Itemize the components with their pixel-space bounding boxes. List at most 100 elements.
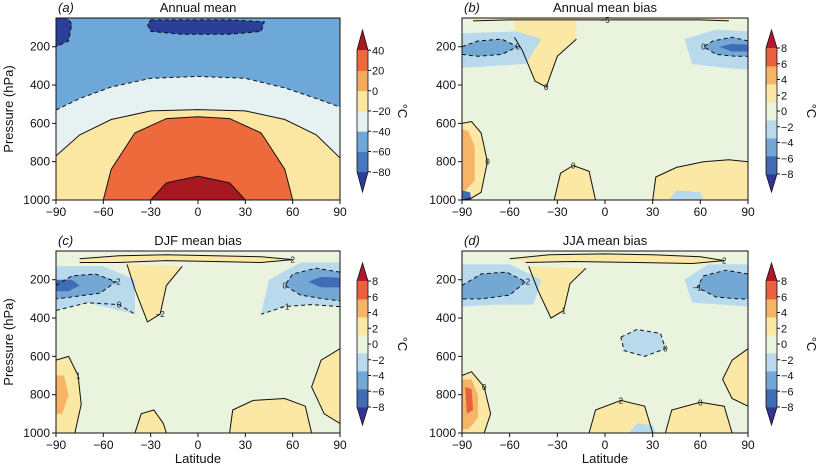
panel-2-cb-seg-8	[766, 30, 777, 48]
panel-4-contour-right-warm	[722, 348, 748, 407]
panel-1-fill-3	[147, 19, 265, 35]
panel-2-cb-tick-label-1: 6	[781, 59, 787, 71]
panel-1-xtick-label-6: 90	[333, 205, 347, 219]
panel-2-contour-label-1: 0	[544, 83, 549, 92]
panel-3-fill-12	[229, 398, 312, 433]
panel-2-contour--2-right	[702, 36, 748, 57]
panel-2-cb-tick-label-7: −6	[781, 153, 794, 165]
panel-3-xtick-label-5: 60	[286, 438, 300, 452]
panel-3-cb-tick-label-2: 4	[372, 308, 378, 320]
panel-4-contour-label-6: 2	[619, 396, 624, 405]
panel-4-xtick-label-2: −30	[547, 438, 568, 452]
panel-4-contour-plume	[528, 266, 587, 319]
panel-1-cb-seg-5	[357, 70, 368, 92]
panel-1-cb-seg-7	[357, 30, 368, 51]
panel-1-fill-6	[150, 176, 246, 200]
panel-4-cb-seg-0	[766, 407, 777, 425]
panel-3-cb-seg-1	[357, 389, 368, 408]
panel-4-xtick-label-4: 30	[646, 438, 660, 452]
panel-4-fill-10	[465, 387, 474, 414]
panel-3-contour-label-0: 2	[290, 256, 295, 265]
panel-1-xtick-label-2: −30	[140, 205, 161, 219]
panel-2-label: (b)	[464, 0, 480, 15]
panel-3-cb-tick-label-4: 0	[372, 339, 378, 351]
panel-2-cb-seg-3	[766, 120, 777, 139]
panel-3-ytick-label-2: 600	[30, 349, 50, 363]
panel-4-xtick-label-5: 60	[694, 438, 708, 452]
panel-3-cb-tick-label-0: 8	[372, 276, 378, 288]
panel-2-contour-0-top	[473, 19, 729, 22]
panel-1-cb-tick-label-5: −60	[372, 147, 391, 159]
panel-4-contour-label-4: 0	[663, 345, 668, 354]
panel-2-fill-11	[554, 165, 596, 200]
panel-2-xtick-label-1: −60	[499, 205, 520, 219]
panel-1-label: (a)	[58, 0, 74, 15]
panel-2-fill-13	[668, 190, 704, 200]
panel-1-cb-seg-4	[357, 90, 368, 112]
panel-3-fill-5	[56, 279, 80, 292]
panel-3-contour-top-warm	[79, 254, 293, 264]
panel-1-ytick-label-1: 400	[30, 78, 50, 92]
panel-3-cb-seg-7	[357, 281, 368, 300]
panel-3-cb-seg-8	[357, 263, 368, 281]
panel-3-contour-left-bottom	[56, 355, 82, 433]
panel-2-ytick-label-4: 1000	[429, 193, 456, 207]
panel-1-contour-30	[150, 175, 246, 200]
panel-4-cb-seg-6	[766, 299, 777, 318]
panel-4-fill-4	[462, 272, 526, 299]
panel-3-fill-10	[56, 375, 69, 414]
panel-2-cb-tick-label-5: −2	[781, 122, 794, 134]
panel-2-cb-tick-label-8: −8	[781, 169, 794, 181]
panel-3-contour-label-1: −2	[156, 310, 166, 319]
panel-2-contour-0-bump-mid	[553, 164, 596, 200]
panel-1-cb-seg-1	[357, 151, 368, 173]
panel-4-cb-seg-1	[766, 389, 777, 408]
panel-4-contour-top-warm	[509, 253, 725, 265]
panel-3-cb-tick-label-3: 2	[372, 323, 378, 335]
panel-3-cb-seg-0	[357, 407, 368, 425]
panel-3-contour-label-2: −2	[111, 278, 121, 287]
panel-2-cb-tick-label-3: 2	[781, 90, 787, 102]
panel-2-fill-7	[719, 43, 748, 52]
panel-4-contour-left-cold	[462, 271, 527, 300]
panel-1-cb-seg-3	[357, 111, 368, 132]
panel-3-contour-left-cold	[56, 273, 118, 300]
panel-1-ytick-label-4: 1000	[23, 193, 50, 207]
panel-3-ytick-label-1: 400	[30, 311, 50, 325]
panel-3-contour-bump-1	[134, 409, 167, 433]
panel-4-ytick-label-0: 200	[436, 273, 456, 287]
panel-3-cb-seg-6	[357, 299, 368, 318]
panel-4-cb-tick-label-0: 8	[781, 276, 787, 288]
panel-4-cb-tick-label-6: −4	[781, 371, 794, 383]
panel-2-cb-unit: °C	[804, 104, 816, 119]
panel-4-cb-tick-label-8: −8	[781, 402, 794, 414]
panel-4-contour-bump-2	[664, 401, 733, 433]
panel-3-xtick-label-0: −90	[46, 438, 67, 452]
panel-1-cb-tick-label-2: 0	[372, 86, 378, 98]
panel-2-fill-4	[462, 39, 518, 57]
panel-1-cb-unit: °C	[395, 104, 410, 119]
panel-3-xtick-label-4: 30	[239, 438, 253, 452]
panel-4-plot-area	[462, 251, 748, 433]
panel-4-cb-seg-8	[766, 263, 777, 281]
panel-3-contour-right-cold-2	[260, 304, 340, 315]
panel-4-cb-seg-3	[766, 353, 777, 372]
panel-3-ytick-label-4: 1000	[23, 426, 50, 440]
panel-4-contour-label-3: −1	[693, 283, 703, 292]
panel-4-cb-tick-label-7: −6	[781, 386, 794, 398]
panel-2-contour--2-left	[462, 38, 519, 57]
panel-4-ytick-label-2: 600	[436, 349, 456, 363]
panel-4-ytick-label-4: 1000	[429, 426, 456, 440]
panel-3-ylabel: Pressure (hPa)	[1, 298, 16, 385]
panel-1-cb-tick-label-4: −40	[372, 126, 391, 138]
panel-3-contour-label-6: 1	[76, 372, 81, 381]
panel-3-cb-seg-4	[357, 335, 368, 354]
panel-3-contour-plume	[126, 264, 183, 323]
panel-1-ytick-label-2: 600	[30, 116, 50, 130]
panel-2-plot-area	[462, 18, 748, 200]
panel-1-cb-seg-6	[357, 50, 368, 71]
panel-2-cb-seg-6	[766, 66, 777, 85]
panel-3-cb-unit: °C	[395, 337, 410, 352]
panel-4-cb-tick-label-5: −2	[781, 355, 794, 367]
